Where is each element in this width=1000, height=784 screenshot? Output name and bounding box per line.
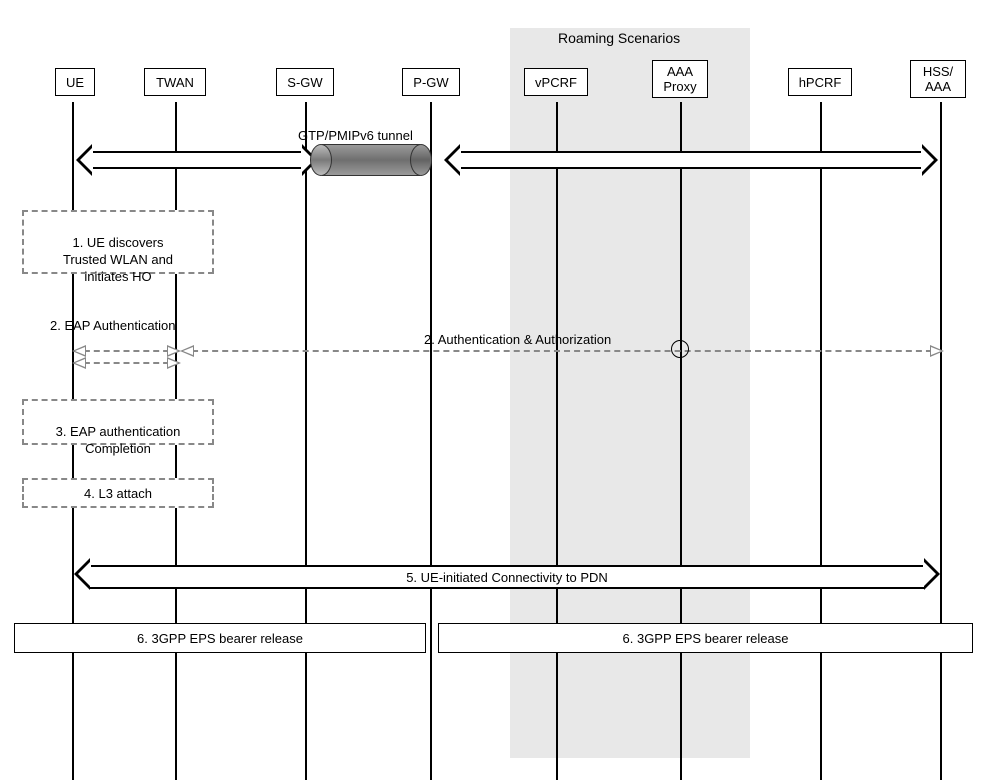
entity-label: S-GW [287,75,322,90]
entity-ue: UE [55,68,95,96]
entity-label: P-GW [413,75,448,90]
tunnel-arrow-left [92,151,302,169]
entity-label: TWAN [156,75,194,90]
step-4-box: 4. L3 attach [22,478,214,508]
step-label: 6. 3GPP EPS bearer release [137,631,303,646]
entity-label: HSS/ AAA [923,64,953,94]
step-label: 4. L3 attach [84,486,152,501]
tunnel-arrow-right [460,151,922,169]
lifeline-sgw [305,102,307,780]
step-6a-box: 6. 3GPP EPS bearer release [14,623,426,653]
tunnel-icon [310,144,432,176]
aaa-proxy-marker-icon [671,340,689,358]
step-3-box: 3. EAP authentication Completion [22,399,214,445]
lifeline-hss [940,102,942,780]
entity-label: hPCRF [799,75,842,90]
step-label: 6. 3GPP EPS bearer release [623,631,789,646]
step-label: 1. UE discovers Trusted WLAN and initiat… [63,235,173,284]
step-5-label: 5. UE-initiated Connectivity to PDN [90,570,924,585]
lifeline-aaaproxy [680,102,682,780]
entity-sgw: S-GW [276,68,334,96]
authz-arrow [182,350,942,352]
entity-pgw: P-GW [402,68,460,96]
entity-label: vPCRF [535,75,577,90]
entity-label: UE [66,75,84,90]
lifeline-pgw [430,102,432,780]
step-label: 3. EAP authentication Completion [56,424,181,456]
step-2-eap-label: 2. EAP Authentication [46,318,180,333]
entity-label: AAA Proxy [663,64,696,94]
eap-arrow-b [74,362,179,364]
lifeline-vpcrf [556,102,558,780]
entity-aaaproxy: AAA Proxy [652,60,708,98]
step-2-authz-label: 2. Authentication & Authorization [420,332,615,347]
step-1-box: 1. UE discovers Trusted WLAN and initiat… [22,210,214,274]
eap-arrow [74,350,179,352]
entity-vpcrf: vPCRF [524,68,588,96]
entity-hpcrf: hPCRF [788,68,852,96]
roaming-title: Roaming Scenarios [558,30,680,46]
entity-twan: TWAN [144,68,206,96]
step-5-arrow: 5. UE-initiated Connectivity to PDN [90,565,924,589]
entity-hss: HSS/ AAA [910,60,966,98]
tunnel-label: GTP/PMIPv6 tunnel [298,128,413,143]
sequence-diagram: Roaming Scenarios UE TWAN S-GW P-GW vPCR… [0,0,1000,784]
lifeline-hpcrf [820,102,822,780]
step-6b-box: 6. 3GPP EPS bearer release [438,623,973,653]
